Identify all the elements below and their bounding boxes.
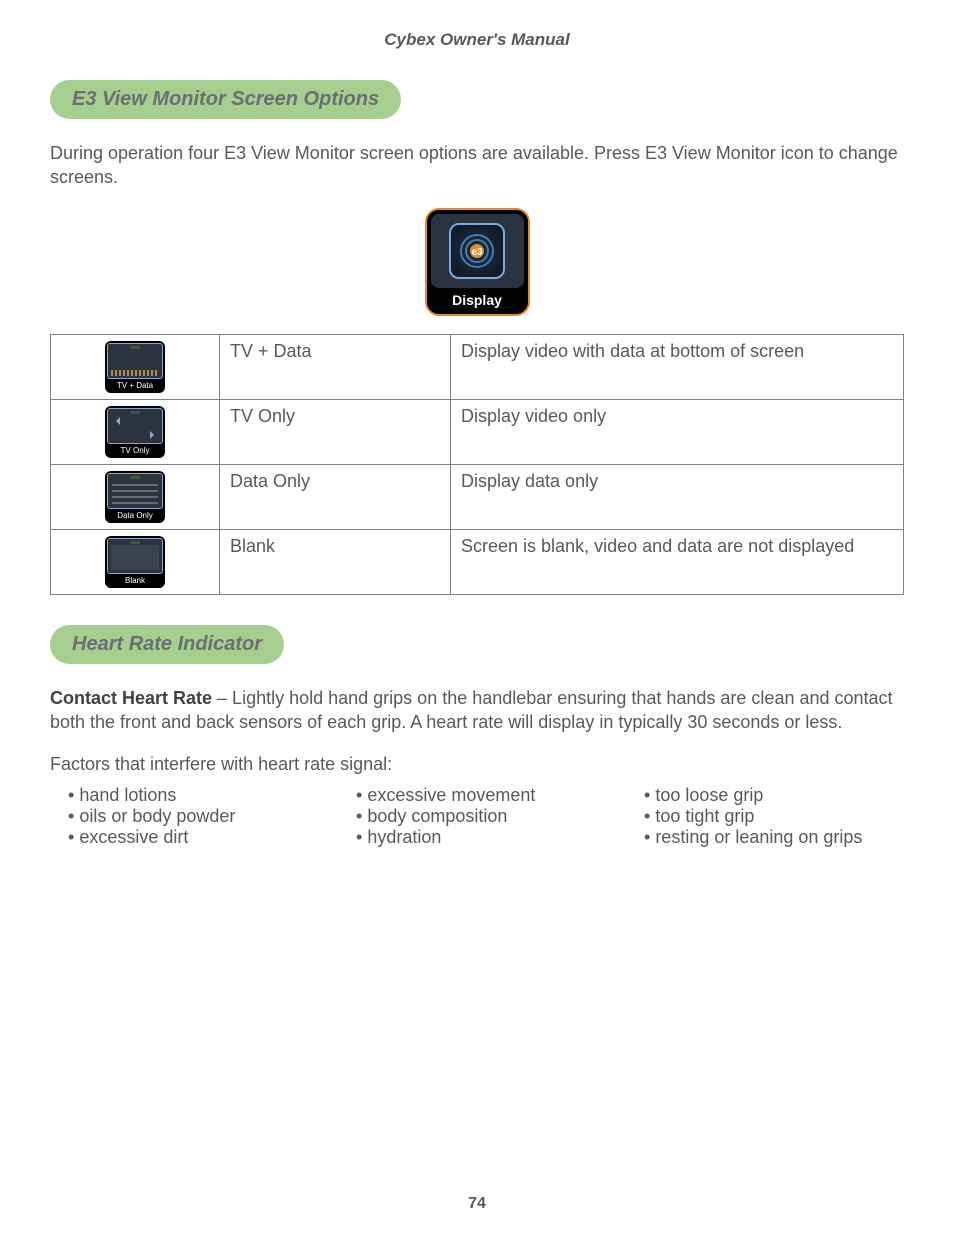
list-item: body composition bbox=[356, 806, 616, 827]
section-heading-heart-rate: Heart Rate Indicator bbox=[50, 625, 284, 664]
list-item: resting or leaning on grips bbox=[644, 827, 904, 848]
mode-cell: Blank bbox=[220, 529, 451, 594]
list-item: oils or body powder bbox=[68, 806, 328, 827]
list-item: hydration bbox=[356, 827, 616, 848]
table-row: Blank Blank Screen is blank, video and d… bbox=[51, 529, 904, 594]
mini-icon-label: Blank bbox=[107, 574, 163, 586]
desc-cell: Screen is blank, video and data are not … bbox=[451, 529, 904, 594]
mode-cell: Data Only bbox=[220, 464, 451, 529]
mode-cell: TV Only bbox=[220, 399, 451, 464]
e3-logo-icon: e3 bbox=[449, 223, 505, 279]
display-icon: e3 Display bbox=[425, 208, 530, 316]
page-header: Cybex Owner's Manual bbox=[50, 30, 904, 50]
mode-cell: TV + Data bbox=[220, 334, 451, 399]
contact-heart-rate-label: Contact Heart Rate bbox=[50, 688, 212, 708]
tv-data-icon: TV + Data bbox=[105, 341, 165, 393]
section-heading-e3: E3 View Monitor Screen Options bbox=[50, 80, 401, 119]
page-number: 74 bbox=[0, 1195, 954, 1213]
mini-icon-label: TV + Data bbox=[107, 379, 163, 391]
desc-cell: Display video only bbox=[451, 399, 904, 464]
list-item: hand lotions bbox=[68, 785, 328, 806]
svg-text:e3: e3 bbox=[471, 247, 483, 258]
table-row: TV + Data TV + Data Display video with d… bbox=[51, 334, 904, 399]
blank-icon: Blank bbox=[105, 536, 165, 588]
tv-only-icon: TV Only bbox=[105, 406, 165, 458]
factors-columns: hand lotions oils or body powder excessi… bbox=[50, 785, 904, 848]
list-item: excessive dirt bbox=[68, 827, 328, 848]
factors-label: Factors that interfere with heart rate s… bbox=[50, 754, 904, 775]
mini-icon-label: TV Only bbox=[107, 444, 163, 456]
data-only-icon: Data Only bbox=[105, 471, 165, 523]
list-item: excessive movement bbox=[356, 785, 616, 806]
mini-icon-label: Data Only bbox=[107, 509, 163, 521]
list-item: too tight grip bbox=[644, 806, 904, 827]
contact-heart-rate-paragraph: Contact Heart Rate – Lightly hold hand g… bbox=[50, 686, 904, 735]
display-icon-label: Display bbox=[431, 288, 524, 310]
list-item: too loose grip bbox=[644, 785, 904, 806]
intro-paragraph: During operation four E3 View Monitor sc… bbox=[50, 141, 904, 190]
desc-cell: Display data only bbox=[451, 464, 904, 529]
table-row: Data Only Data Only Display data only bbox=[51, 464, 904, 529]
table-row: TV Only TV Only Display video only bbox=[51, 399, 904, 464]
desc-cell: Display video with data at bottom of scr… bbox=[451, 334, 904, 399]
options-table: TV + Data TV + Data Display video with d… bbox=[50, 334, 904, 595]
